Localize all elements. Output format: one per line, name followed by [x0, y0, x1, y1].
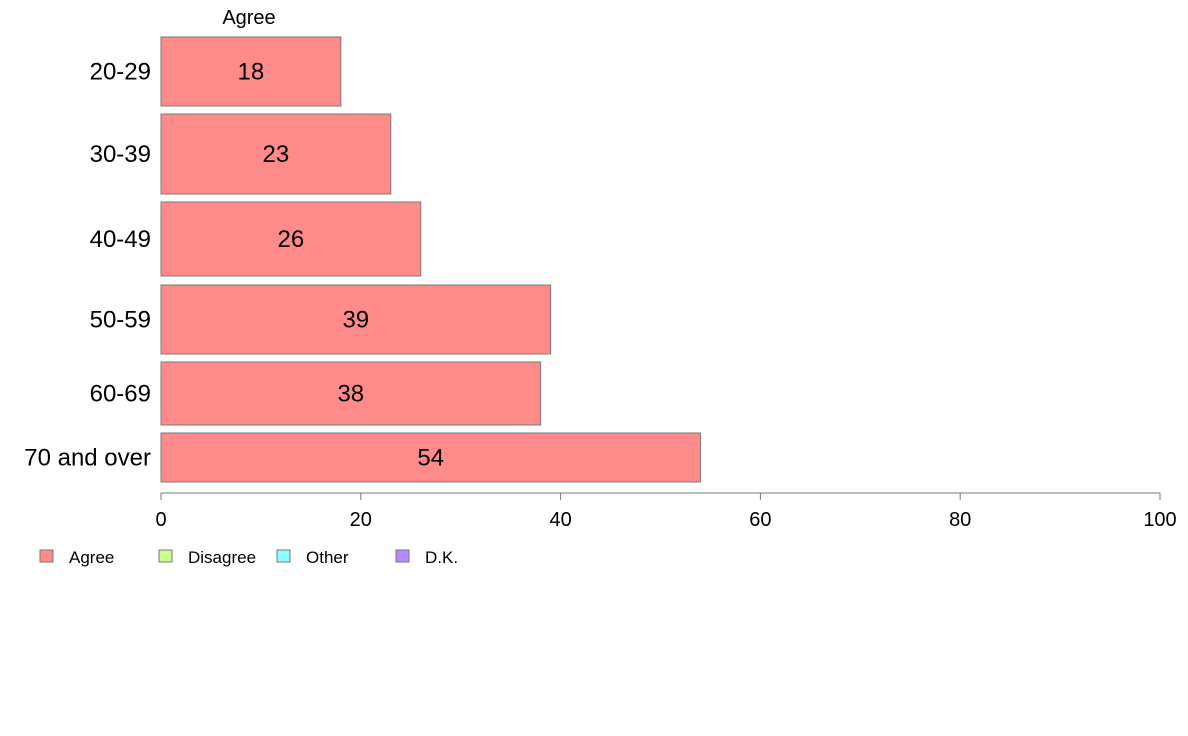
legend-label: Agree [69, 548, 114, 567]
legend-swatch [158, 549, 173, 563]
data-label: 38 [337, 381, 364, 408]
x-axis: 0 20 40 60 80 100 [155, 492, 1177, 531]
data-label: 54 [417, 445, 444, 472]
legend-swatch [39, 549, 54, 563]
category-label: 50-59 [90, 307, 151, 334]
bar-agree [160, 284, 552, 355]
data-label: 18 [238, 59, 265, 86]
column-header: Agree [222, 7, 275, 29]
x-tick-label: 100 [1143, 509, 1176, 531]
legend-swatch [395, 549, 410, 563]
category-label: 70 and over [24, 445, 151, 472]
legend-label: D.K. [425, 548, 458, 567]
data-label: 23 [263, 141, 290, 168]
category-label: 60-69 [90, 381, 151, 408]
bar-agree [160, 361, 542, 426]
legend-label: Other [306, 548, 349, 567]
data-label: 39 [342, 307, 369, 334]
category-label: 40-49 [90, 226, 151, 253]
x-tick-label: 80 [949, 509, 971, 531]
category-label: 20-29 [90, 59, 151, 86]
legend-label: Disagree [188, 548, 256, 567]
x-tick-label: 20 [350, 509, 372, 531]
x-tick-label: 0 [155, 509, 166, 531]
legend: Agree Disagree Other D.K. [39, 548, 458, 567]
x-tick-label: 60 [749, 509, 771, 531]
bar-agree [160, 201, 422, 277]
bar-agree [160, 432, 701, 483]
category-label: 30-39 [90, 141, 151, 168]
bar-agree [160, 36, 342, 107]
data-label: 26 [278, 226, 305, 253]
bars-group: 20-29 18 30-39 23 40-49 26 50-59 39 60-69 38 70 an… [24, 36, 701, 483]
legend-swatch [276, 549, 291, 563]
bar-agree [160, 113, 392, 195]
x-tick-label: 40 [549, 509, 571, 531]
